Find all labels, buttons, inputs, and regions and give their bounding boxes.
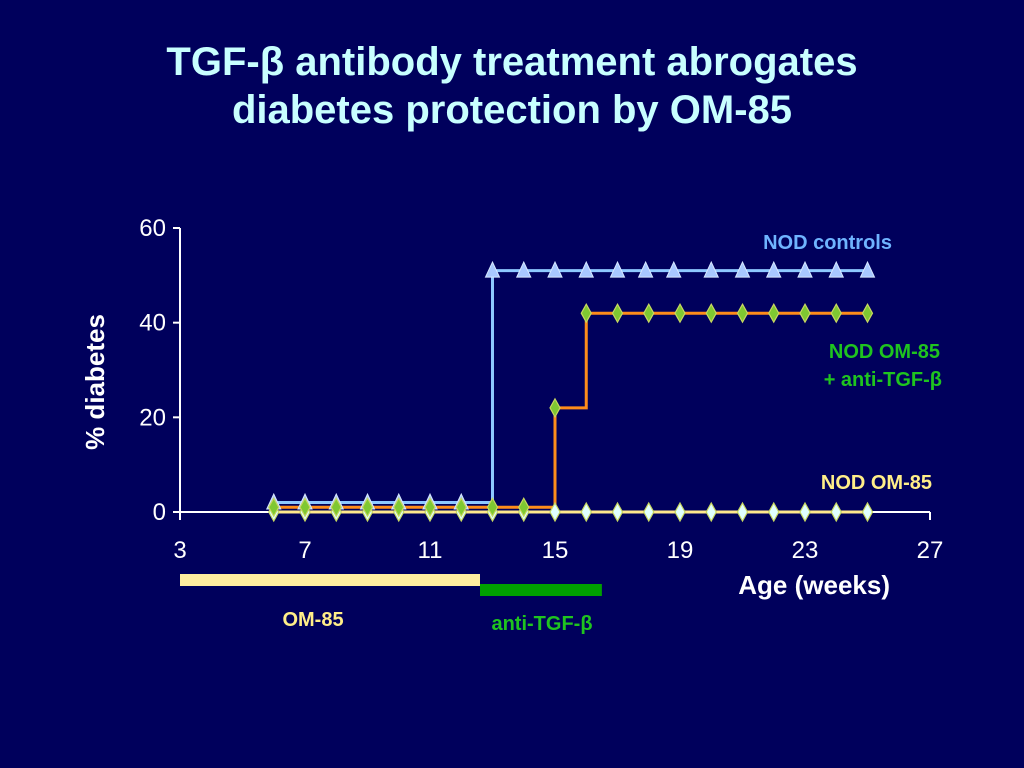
data-point-nod-om-85-anti-tgf (393, 497, 405, 518)
data-point-nod-controls (703, 260, 720, 278)
data-point-nod-controls (734, 260, 751, 278)
data-point-nod-om-85-anti-tgf (580, 302, 592, 324)
data-point-nod-om-85-anti-tgf (736, 302, 749, 324)
data-point-nod-om-85-anti-tgf (611, 302, 624, 324)
data-point-nod-om-85-anti-tgf (299, 497, 311, 518)
data-point-nod-om-85-anti-tgf (424, 497, 436, 518)
x-tick-label: 3 (173, 537, 186, 564)
data-point-nod-om-85-anti-tgf (768, 302, 780, 324)
data-point-nod-om-85 (643, 501, 655, 523)
slide-title: TGF-β antibody treatment abrogates diabe… (0, 38, 1024, 134)
treatment-label-om-85: OM-85 (282, 609, 343, 631)
x-tick-label: 15 (542, 537, 569, 564)
series-line-nod-controls (273, 269, 868, 505)
data-point-nod-om-85 (736, 501, 749, 523)
data-point-nod-om-85-anti-tgf (799, 302, 811, 324)
x-tick-label: 23 (792, 537, 819, 564)
data-point-nod-om-85-anti-tgf (861, 302, 874, 324)
data-point-nod-om-85 (611, 501, 624, 523)
data-point-nod-controls (765, 260, 782, 278)
data-point-nod-om-85 (799, 501, 811, 523)
data-point-nod-om-85-anti-tgf (455, 497, 467, 518)
treatment-bar-anti-tgf (480, 584, 602, 596)
slide-title-line-2: diabetes protection by OM-85 (231, 88, 793, 132)
series-label-nod-om85: NOD OM-85 (821, 472, 932, 494)
data-point-nod-om-85-anti-tgf (674, 302, 686, 324)
data-point-nod-controls (828, 260, 845, 278)
data-point-nod-om-85 (861, 501, 874, 523)
y-tick-label: 40 (139, 310, 166, 337)
data-point-nod-om-85 (830, 501, 842, 523)
data-point-nod-om-85-anti-tgf (361, 497, 374, 518)
data-point-nod-controls (797, 260, 813, 278)
data-point-nod-controls (578, 260, 595, 278)
series-label-om85-anti-tgf-line2: + anti-TGF-β (824, 369, 942, 391)
series-line-nod-om-85-anti-tgf (273, 311, 868, 509)
data-point-nod-controls (609, 260, 626, 278)
y-axis-title: % diabetes (80, 314, 110, 450)
y-tick-label: 20 (139, 404, 166, 431)
x-axis-title: Age (weeks) (738, 570, 890, 600)
y-tick-label: 0 (153, 499, 166, 526)
x-tick-label: 27 (917, 537, 944, 564)
x-tick-label: 19 (667, 537, 694, 564)
x-tick-label: 7 (298, 537, 311, 564)
data-point-nod-controls (547, 260, 563, 278)
data-point-nod-om-85-anti-tgf (268, 497, 280, 518)
slide-title-line-1: TGF-β antibody treatment abrogates (166, 40, 858, 84)
data-point-nod-om-85-anti-tgf (518, 497, 530, 518)
data-point-nod-controls (484, 260, 501, 278)
treatment-bar-om-85 (180, 574, 480, 586)
series-label-nod-controls: NOD controls (763, 232, 892, 254)
data-point-nod-om-85 (580, 501, 592, 523)
data-point-nod-om-85 (674, 501, 686, 523)
data-point-nod-om-85-anti-tgf (705, 302, 717, 324)
series-label-om85-anti-tgf-line1: NOD OM-85 (829, 341, 940, 363)
data-point-nod-om-85 (705, 501, 717, 523)
data-point-nod-om-85-anti-tgf (643, 302, 655, 324)
x-tick-label: 11 (418, 537, 443, 564)
data-point-nod-controls (637, 260, 654, 278)
data-point-nod-om-85-anti-tgf (330, 497, 342, 518)
data-point-nod-om-85 (768, 501, 780, 523)
data-point-nod-om-85 (549, 501, 561, 523)
data-point-nod-om-85-anti-tgf (486, 497, 499, 518)
data-point-nod-controls (665, 260, 682, 278)
y-tick-label: 60 (139, 215, 166, 242)
data-point-nod-controls (859, 260, 876, 278)
data-point-nod-om-85-anti-tgf (549, 397, 561, 419)
data-point-nod-controls (515, 260, 532, 278)
treatment-label-anti-tgf: anti-TGF-β (491, 613, 592, 635)
data-point-nod-om-85-anti-tgf (830, 302, 842, 324)
